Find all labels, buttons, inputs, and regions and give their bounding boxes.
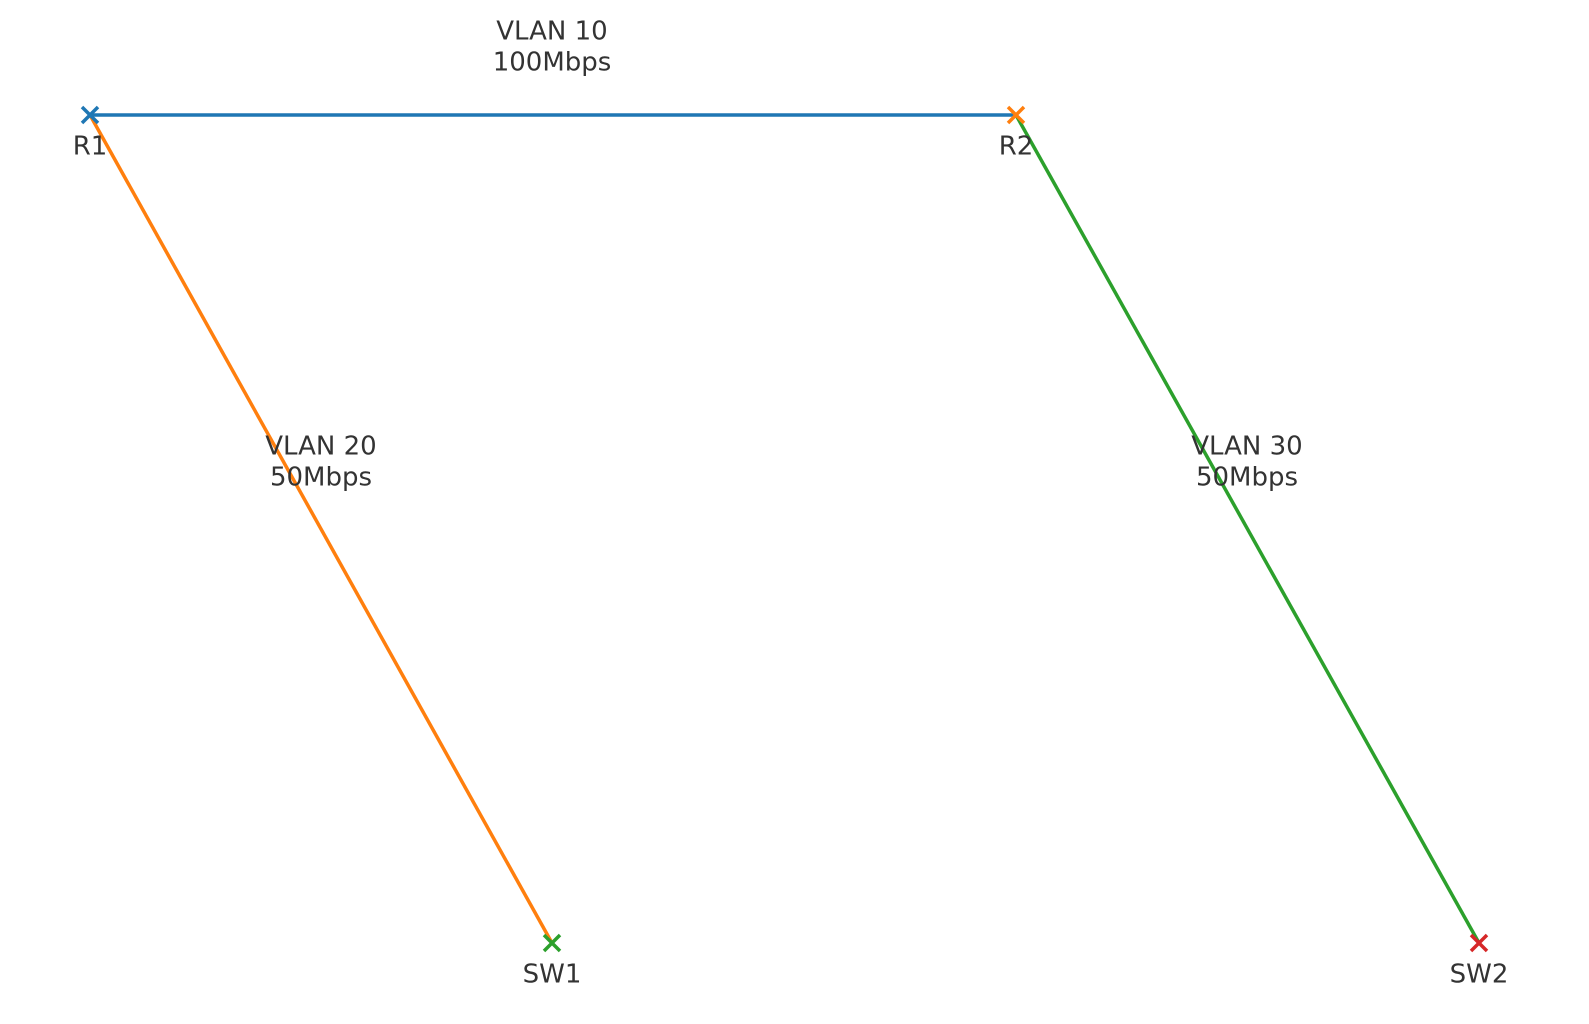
node-x-marker-icon	[542, 933, 562, 953]
node-r2: R2	[999, 105, 1034, 162]
links-layer	[88, 113, 1481, 944]
link-vlan-label: VLAN 30	[1191, 432, 1302, 462]
node-label: SW1	[523, 960, 582, 990]
node-sw1: SW1	[523, 933, 582, 990]
link-bandwidth-label: 50Mbps	[1196, 463, 1298, 493]
node-x-marker-icon	[80, 105, 100, 125]
node-sw2: SW2	[1450, 933, 1509, 990]
node-label: SW2	[1450, 960, 1509, 990]
link-bandwidth-label: 50Mbps	[270, 463, 372, 493]
node-x-marker-icon	[1006, 105, 1026, 125]
node-label: R2	[999, 132, 1034, 162]
link-vlan-label: VLAN 10	[496, 17, 607, 47]
node-label: R1	[73, 132, 108, 162]
link-bandwidth-label: 100Mbps	[493, 48, 612, 78]
node-r1: R1	[73, 105, 108, 162]
nodes-layer: R1 R2 SW1 SW2	[73, 105, 1509, 990]
link-r1-sw1	[88, 114, 554, 944]
link-vlan-label: VLAN 20	[265, 432, 376, 462]
link-r2-sw2	[1014, 114, 1481, 944]
node-x-marker-icon	[1469, 933, 1489, 953]
